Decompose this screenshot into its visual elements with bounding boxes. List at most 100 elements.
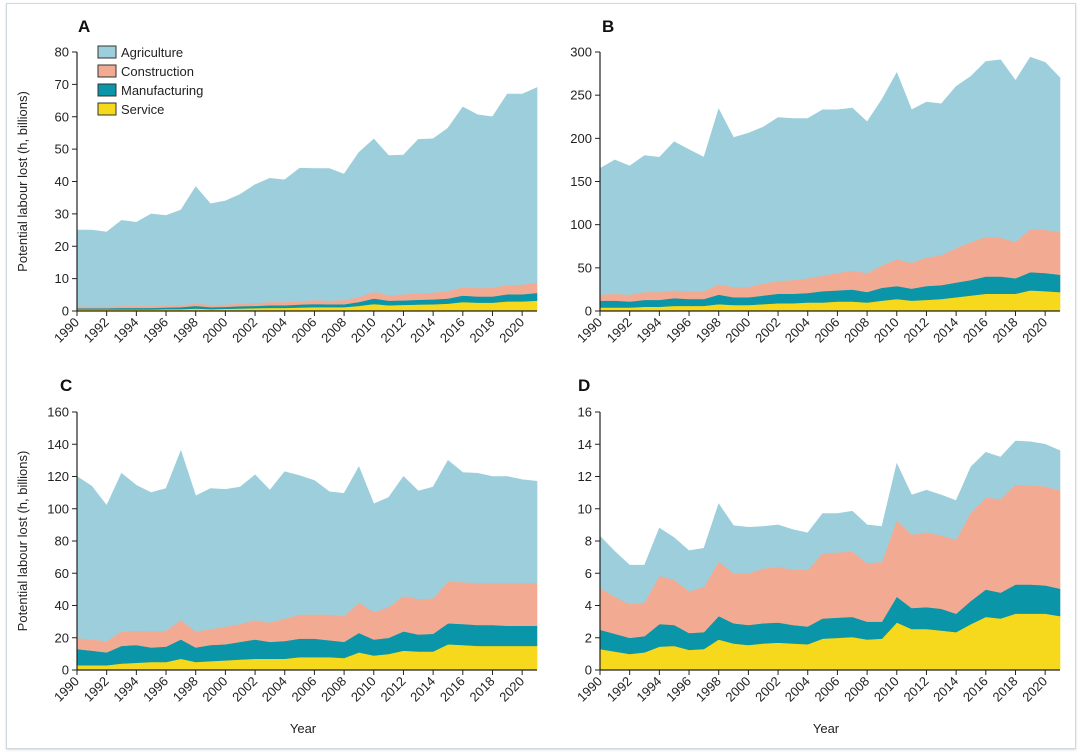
y-tick-label: 10 — [55, 271, 69, 286]
panel-b: 0501001502002503001990199219941996199820… — [570, 17, 1061, 346]
x-tick-label: 2000 — [722, 674, 753, 705]
x-tick-label: 2010 — [348, 674, 379, 705]
x-tick-label: 2008 — [318, 674, 349, 705]
x-tick-label: 2014 — [930, 674, 961, 705]
legend: Agriculture Construction Manufacturing Serv… — [97, 45, 203, 117]
x-tick-label: 2004 — [782, 674, 813, 705]
x-tick-label: 1992 — [81, 315, 112, 346]
x-tick-label: 1996 — [663, 315, 694, 346]
y-tick-label: 60 — [55, 566, 69, 581]
y-axis-title: Potential labour lost (h, billions) — [15, 451, 30, 632]
x-tick-label: 2006 — [811, 674, 842, 705]
y-tick-label: 6 — [585, 566, 592, 581]
x-axis-title: Year — [813, 721, 840, 736]
x-tick-label: 2008 — [318, 315, 349, 346]
x-tick-label: 1992 — [604, 674, 635, 705]
x-tick-label: 1990 — [574, 674, 605, 705]
y-tick-label: 0 — [62, 663, 69, 678]
x-tick-label: 1998 — [693, 674, 724, 705]
x-tick-label: 2012 — [901, 315, 932, 346]
y-tick-label: 80 — [55, 45, 69, 60]
x-tick-label: 1990 — [574, 315, 605, 346]
x-tick-label: 2020 — [1019, 674, 1050, 705]
x-tick-label: 1994 — [633, 315, 664, 346]
x-tick-label: 2006 — [288, 674, 319, 705]
y-tick-label: 40 — [55, 174, 69, 189]
x-tick-label: 1990 — [51, 315, 82, 346]
x-tick-label: 2014 — [407, 315, 438, 346]
x-tick-label: 1994 — [110, 315, 141, 346]
y-tick-label: 2 — [585, 630, 592, 645]
x-tick-label: 2018 — [990, 674, 1021, 705]
y-tick-label: 40 — [55, 598, 69, 613]
y-tick-label: 50 — [578, 260, 592, 275]
x-tick-label: 1996 — [663, 674, 694, 705]
x-tick-label: 2010 — [871, 674, 902, 705]
x-tick-label: 2002 — [229, 674, 260, 705]
y-tick-label: 120 — [47, 469, 69, 484]
y-tick-label: 20 — [55, 239, 69, 254]
x-tick-label: 1994 — [633, 674, 664, 705]
x-axis-title: Year — [290, 721, 317, 736]
y-tick-label: 14 — [578, 437, 592, 452]
x-tick-label: 1992 — [604, 315, 635, 346]
y-tick-label: 150 — [570, 174, 592, 189]
area-agriculture — [76, 87, 538, 307]
y-tick-label: 20 — [55, 630, 69, 645]
x-tick-label: 2016 — [960, 674, 991, 705]
x-tick-label: 2018 — [467, 674, 498, 705]
area-agriculture — [599, 440, 1061, 605]
x-tick-label: 2020 — [496, 315, 527, 346]
y-tick-label: 70 — [55, 77, 69, 92]
panel-letter: A — [78, 17, 90, 36]
legend-swatch-construction — [97, 64, 117, 78]
panel-d: 0246810121416199019921994199619982000200… — [574, 376, 1061, 736]
x-tick-label: 2006 — [811, 315, 842, 346]
x-tick-label: 2002 — [752, 315, 783, 346]
x-tick-label: 2004 — [782, 315, 813, 346]
panel-letter: D — [578, 376, 590, 395]
x-tick-label: 2016 — [437, 315, 468, 346]
y-tick-label: 300 — [570, 45, 592, 60]
x-tick-label: 2012 — [378, 315, 409, 346]
x-tick-label: 2010 — [871, 315, 902, 346]
x-tick-label: 2004 — [259, 674, 290, 705]
x-tick-label: 2018 — [990, 315, 1021, 346]
y-tick-label: 30 — [55, 206, 69, 221]
legend-swatch-manufacturing — [97, 83, 117, 97]
x-tick-label: 2016 — [437, 674, 468, 705]
panel-c: 0 20 40 60 80 100 120 140 160 1990199219941996199… — [15, 376, 538, 736]
x-tick-label: 2014 — [407, 674, 438, 705]
x-tick-label: 1998 — [693, 315, 724, 346]
x-tick-label: 2020 — [496, 674, 527, 705]
legend-swatch-agriculture — [97, 45, 117, 59]
x-tick-label: 2020 — [1019, 315, 1050, 346]
x-tick-label: 1998 — [170, 315, 201, 346]
x-tick-label: 2014 — [930, 315, 961, 346]
y-tick-label: 160 — [47, 405, 69, 420]
y-tick-label: 100 — [47, 501, 69, 516]
x-tick-label: 2012 — [378, 674, 409, 705]
y-tick-label: 0 — [585, 304, 592, 319]
panel-letter: C — [60, 376, 72, 395]
y-tick-label: 0 — [585, 663, 592, 678]
legend-label-agriculture: Agriculture — [121, 45, 183, 60]
x-tick-label: 2000 — [722, 315, 753, 346]
x-tick-label: 2018 — [467, 315, 498, 346]
x-tick-label: 1994 — [110, 674, 141, 705]
x-tick-label: 1996 — [140, 315, 171, 346]
y-tick-label: 200 — [570, 131, 592, 146]
x-tick-label: 2004 — [259, 315, 290, 346]
x-tick-label: 1992 — [81, 674, 112, 705]
y-tick-label: 12 — [578, 469, 592, 484]
x-tick-label: 2002 — [229, 315, 260, 346]
area-agriculture — [76, 449, 538, 642]
y-axis-title: Potential labour lost (h, billions) — [15, 91, 30, 272]
panel-a: 0102030405060708019901992199419961998200… — [15, 17, 538, 346]
x-tick-label: 2006 — [288, 315, 319, 346]
panel-letter: B — [602, 17, 614, 36]
x-tick-label: 2010 — [348, 315, 379, 346]
y-tick-label: 0 — [62, 304, 69, 319]
y-tick-label: 250 — [570, 88, 592, 103]
